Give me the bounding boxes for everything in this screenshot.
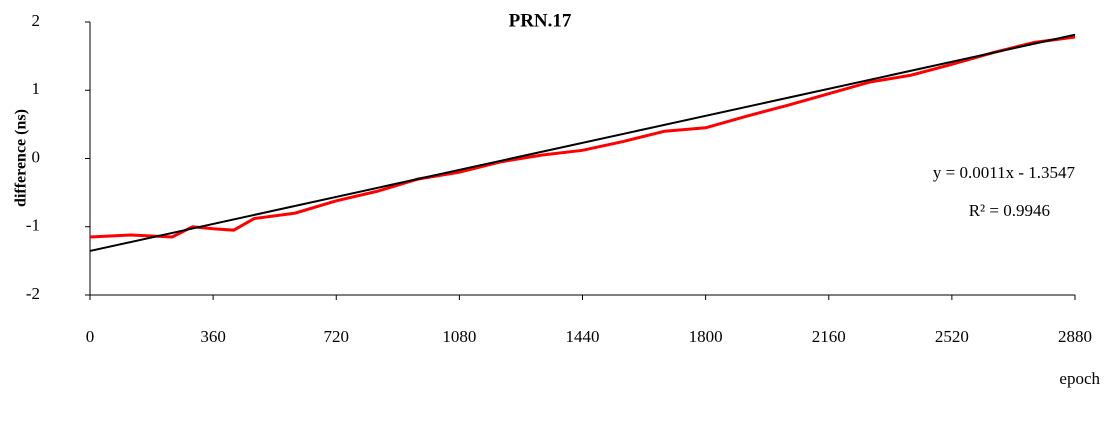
x-tick-label: 720 <box>324 327 350 346</box>
x-tick-label: 2160 <box>812 327 846 346</box>
y-tick-label: -2 <box>26 284 40 303</box>
y-tick-label: -1 <box>26 216 40 235</box>
x-tick-label: 2880 <box>1058 327 1092 346</box>
y-tick-label: 0 <box>32 147 41 166</box>
x-tick-label: 1080 <box>442 327 476 346</box>
x-tick-label: 2520 <box>935 327 969 346</box>
x-tick-label: 1440 <box>566 327 600 346</box>
data-line <box>89 35 1076 239</box>
equation: y = 0.0011x - 1.3547 <box>933 163 1076 182</box>
x-tick-label: 0 <box>86 327 95 346</box>
y-tick-label: 2 <box>32 11 41 30</box>
x-tick-label: 360 <box>200 327 226 346</box>
r-squared: R² = 0.9946 <box>969 201 1050 220</box>
y-tick-label: 1 <box>32 79 41 98</box>
trend-line <box>89 33 1076 252</box>
y-axis-label: difference (ns) <box>13 109 30 207</box>
chart-title: PRN.17 <box>509 10 572 31</box>
x-axis-label: epoch <box>1059 369 1100 388</box>
x-tick-label: 1800 <box>689 327 723 346</box>
